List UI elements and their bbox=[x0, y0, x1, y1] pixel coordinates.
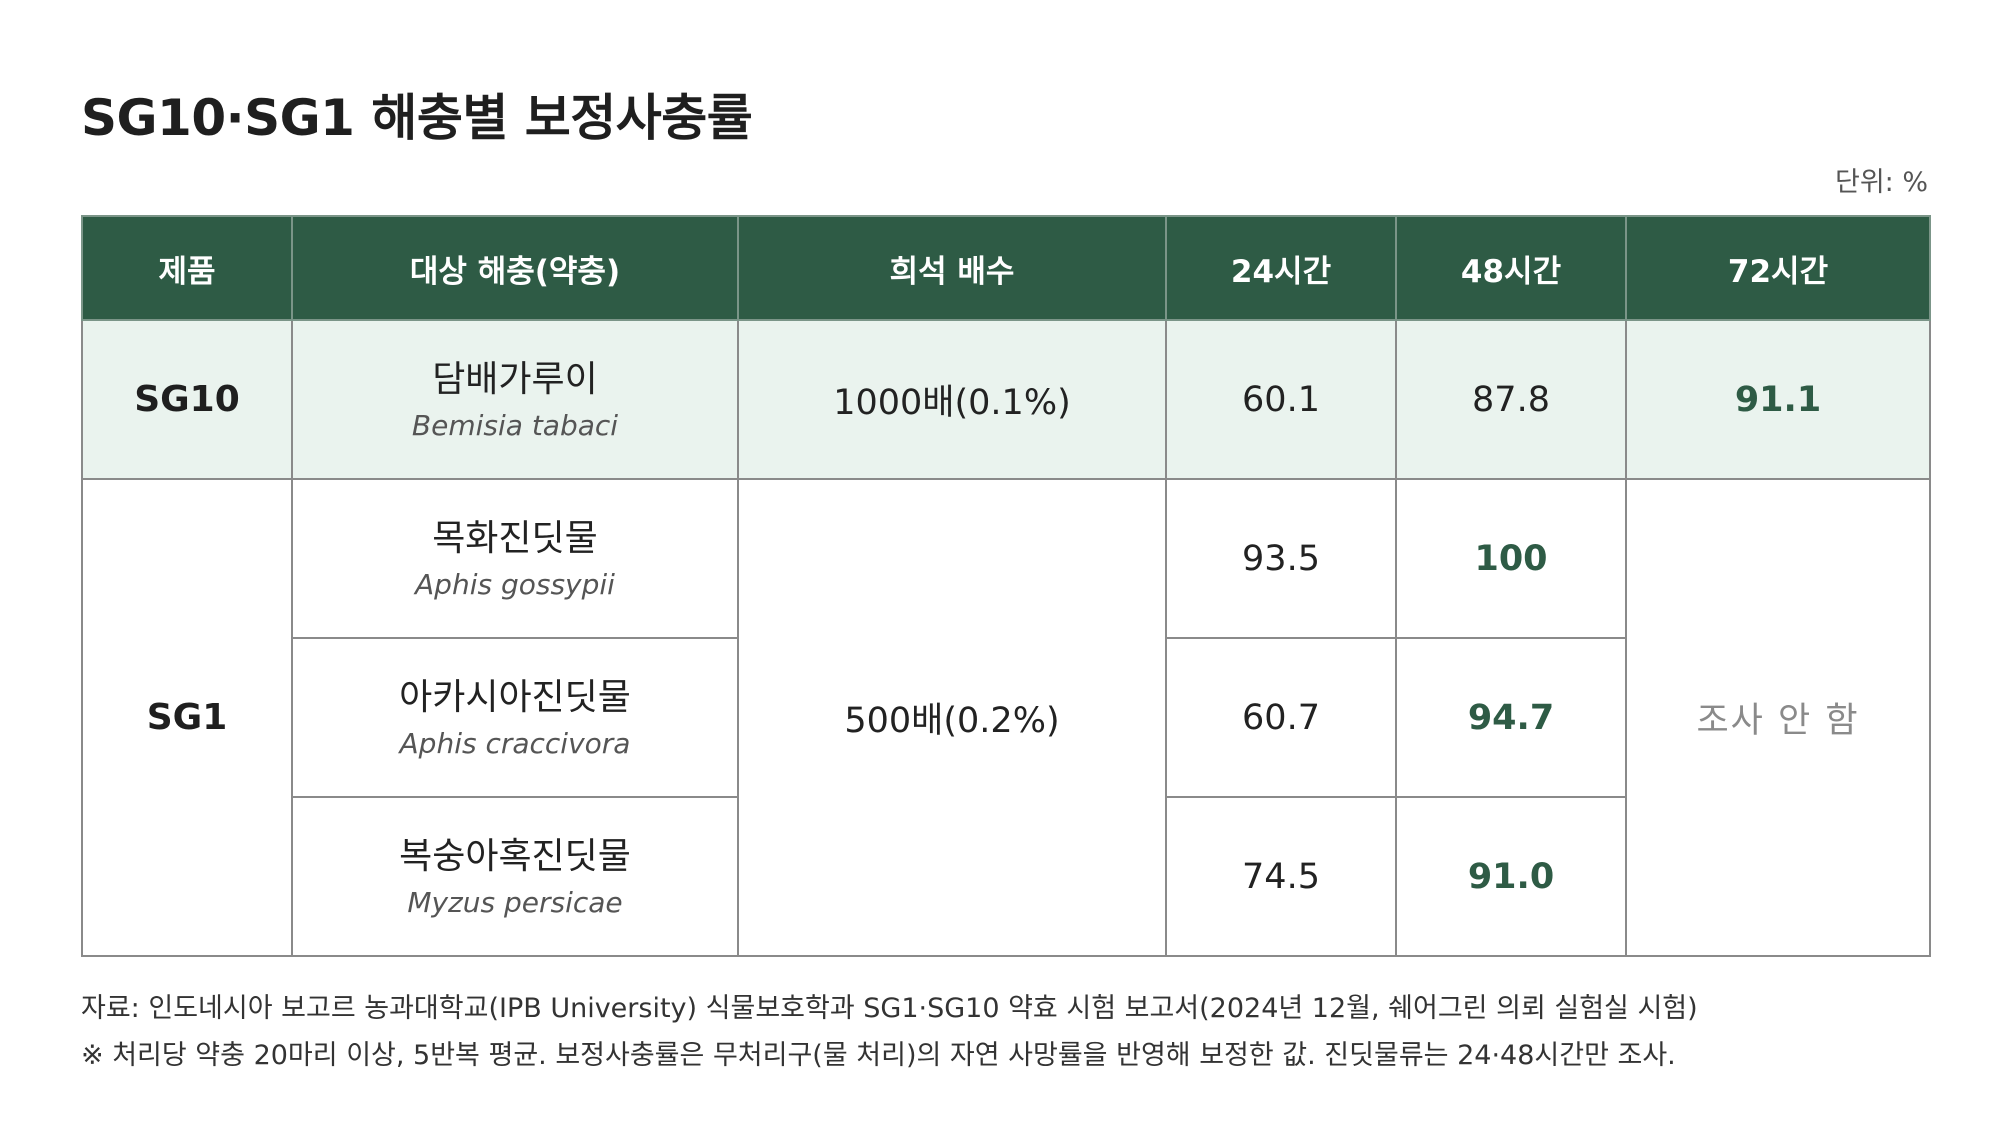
pest-scientific-name: Bemisia tabaci bbox=[411, 409, 619, 443]
table-row: SG1 목화진딧물 Aphis gossypii 500배(0.2%) 93.5… bbox=[81, 478, 1931, 957]
pest-cell: 담배가루이 Bemisia tabaci bbox=[291, 319, 739, 480]
product-cell: SG1 bbox=[81, 478, 293, 957]
source-note: 자료: 인도네시아 보고르 농과대학교(IPB University) 식물보호… bbox=[81, 993, 1698, 1024]
product-cell: SG10 bbox=[81, 319, 293, 480]
table-row: 복숭아혹진딧물 Myzus persicae 74.5 91.0 bbox=[82, 796, 1930, 957]
mortality-table: 제품 대상 해충(약충) 희석 배수 24시간 48시간 72시간 SG10 담… bbox=[81, 215, 1931, 957]
header-product: 제품 bbox=[81, 215, 293, 321]
value-24h: 74.5 bbox=[1165, 796, 1397, 957]
header-72h: 72시간 bbox=[1625, 215, 1931, 321]
table-row: 아카시아진딧물 Aphis craccivora 60.7 94.7 bbox=[82, 637, 1930, 798]
value-48h: 91.0 bbox=[1395, 796, 1627, 957]
page-title: SG10·SG1 해충별 보정사충률 bbox=[81, 89, 753, 147]
pest-cell: 복숭아혹진딧물 Myzus persicae bbox=[291, 796, 739, 957]
value-24h: 60.1 bbox=[1165, 319, 1397, 480]
dilution-cell: 1000배(0.1%) bbox=[737, 319, 1167, 480]
pest-korean-name: 복숭아혹진딧물 bbox=[399, 835, 631, 877]
pest-korean-name: 아카시아진딧물 bbox=[399, 676, 631, 718]
value-24h: 60.7 bbox=[1165, 637, 1397, 798]
value-24h: 93.5 bbox=[1165, 478, 1397, 639]
dilution-cell: 500배(0.2%) bbox=[737, 478, 1167, 957]
pest-korean-name: 담배가루이 bbox=[432, 358, 598, 400]
method-note: ※ 처리당 약충 20마리 이상, 5반복 평균. 보정사충률은 무처리구(물 … bbox=[81, 1040, 1676, 1071]
pest-scientific-name: Aphis craccivora bbox=[399, 727, 631, 761]
value-48h: 94.7 bbox=[1395, 637, 1627, 798]
pest-cell: 목화진딧물 Aphis gossypii bbox=[291, 478, 739, 639]
pest-cell: 아카시아진딧물 Aphis craccivora bbox=[291, 637, 739, 798]
pest-korean-name: 목화진딧물 bbox=[432, 517, 598, 559]
value-72h-not-surveyed: 조사 안 함 bbox=[1625, 478, 1931, 957]
table-row: SG10 담배가루이 Bemisia tabaci 1000배(0.1%) 60… bbox=[81, 319, 1931, 480]
table-header-row: 제품 대상 해충(약충) 희석 배수 24시간 48시간 72시간 bbox=[81, 215, 1931, 321]
value-72h: 91.1 bbox=[1625, 319, 1931, 480]
header-target-pest: 대상 해충(약충) bbox=[291, 215, 739, 321]
header-24h: 24시간 bbox=[1165, 215, 1397, 321]
pest-scientific-name: Myzus persicae bbox=[407, 886, 623, 920]
header-dilution: 희석 배수 bbox=[737, 215, 1167, 321]
header-48h: 48시간 bbox=[1395, 215, 1627, 321]
value-48h: 100 bbox=[1395, 478, 1627, 639]
pest-scientific-name: Aphis gossypii bbox=[415, 568, 615, 602]
value-48h: 87.8 bbox=[1395, 319, 1627, 480]
unit-label: 단위: % bbox=[1834, 167, 1928, 198]
